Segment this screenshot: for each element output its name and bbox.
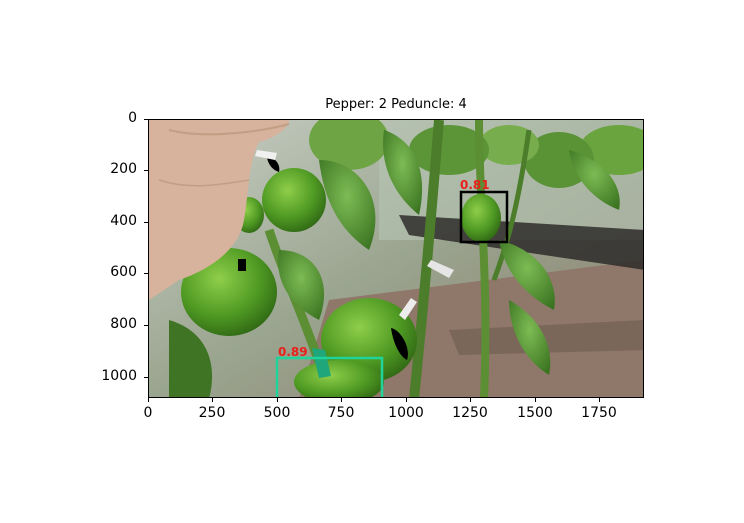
pepper-bottom <box>294 360 384 397</box>
hand <box>149 120 289 300</box>
detection-box-black <box>459 190 509 244</box>
detection-score-1: 0.81 <box>460 178 490 192</box>
xtick-label: 250 <box>198 405 226 421</box>
xtick-label: 500 <box>263 405 291 421</box>
ytick-mark <box>144 273 148 274</box>
ytick-mark <box>144 377 148 378</box>
detection-box-teal <box>275 356 384 397</box>
image-plot <box>148 119 644 398</box>
pepper-upper <box>262 168 326 232</box>
ytick-mark <box>144 119 148 120</box>
xtick-mark <box>406 398 407 402</box>
ytick-label: 600 <box>110 264 137 280</box>
ytick-mark <box>144 222 148 223</box>
ytick-mark <box>144 170 148 171</box>
ytick-label: 1000 <box>101 368 137 384</box>
xtick-mark <box>341 398 342 402</box>
xtick-mark <box>535 398 536 402</box>
xtick-label: 1500 <box>517 405 553 421</box>
xtick-mark <box>470 398 471 402</box>
ytick-label: 200 <box>110 161 137 177</box>
xtick-label: 750 <box>327 405 355 421</box>
xtick-label: 0 <box>143 405 153 421</box>
xtick-label: 1250 <box>452 405 488 421</box>
ytick-mark <box>144 325 148 326</box>
xtick-label: 1750 <box>581 405 617 421</box>
ytick-label: 400 <box>110 213 137 229</box>
detection-score-2: 0.89 <box>278 345 308 359</box>
xtick-mark <box>212 398 213 402</box>
ytick-label: 0 <box>128 110 137 126</box>
figure-title: Pepper: 2 Peduncle: 4 <box>325 97 467 112</box>
pepper-right <box>461 194 501 242</box>
xtick-mark <box>148 398 149 402</box>
pepper-left <box>181 248 277 336</box>
ytick-label: 800 <box>110 316 137 332</box>
xtick-label: 1000 <box>388 405 424 421</box>
xtick-mark <box>599 398 600 402</box>
xtick-mark <box>277 398 278 402</box>
greenhouse-photo <box>149 120 643 397</box>
